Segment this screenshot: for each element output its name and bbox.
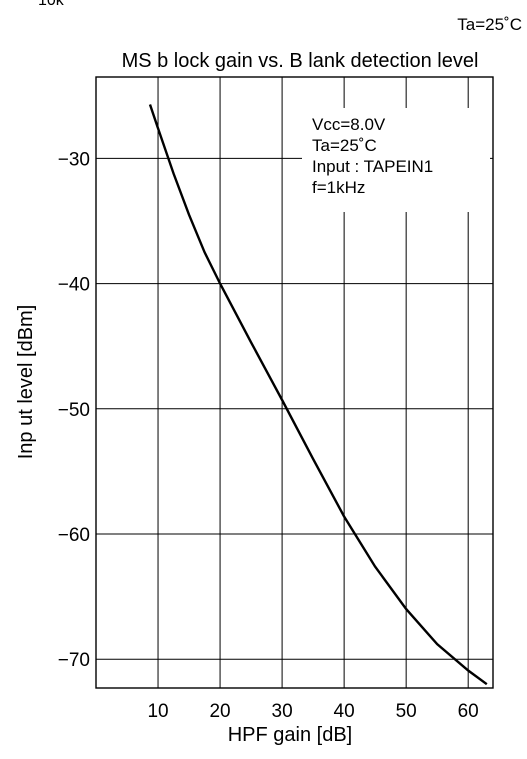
x-axis-label: HPF gain [dB] [228, 724, 353, 746]
x-tick-label: 30 [272, 701, 293, 722]
y-axis-ticks: −30 −40 −50 −60 −70 [58, 149, 90, 671]
x-tick-label: 50 [396, 701, 417, 722]
series-line [148, 104, 488, 686]
x-tick-label: 10 [147, 701, 168, 722]
annotation-block: Vcc=8.0V Ta=25˚C Input : TAPEIN1 f=1kHz [312, 115, 433, 197]
y-tick-label: −60 [58, 525, 90, 546]
y-tick-label: −50 [58, 400, 90, 421]
y-tick-label: −30 [58, 149, 90, 170]
header-condition-text: Ta=25˚C [457, 15, 522, 34]
x-tick-label: 40 [334, 701, 355, 722]
annotation-vcc: Vcc=8.0V [312, 115, 386, 134]
top-fragment-text: 10k [38, 0, 65, 9]
y-tick-label: −70 [58, 650, 90, 671]
x-tick-label: 20 [209, 701, 230, 722]
annotation-frequency: f=1kHz [312, 178, 365, 197]
x-tick-label: 60 [458, 701, 479, 722]
chart-title: MS b lock gain vs. B lank detection leve… [122, 50, 479, 72]
y-axis-label: Inp ut level [dBm] [15, 305, 37, 460]
plot-frame [95, 76, 494, 689]
annotation-input: Input : TAPEIN1 [312, 157, 433, 176]
annotation-ta: Ta=25˚C [312, 136, 377, 155]
y-tick-label: −40 [58, 275, 90, 296]
x-axis-ticks: 10 20 30 40 50 60 [147, 701, 478, 722]
annotation-background [302, 108, 490, 212]
